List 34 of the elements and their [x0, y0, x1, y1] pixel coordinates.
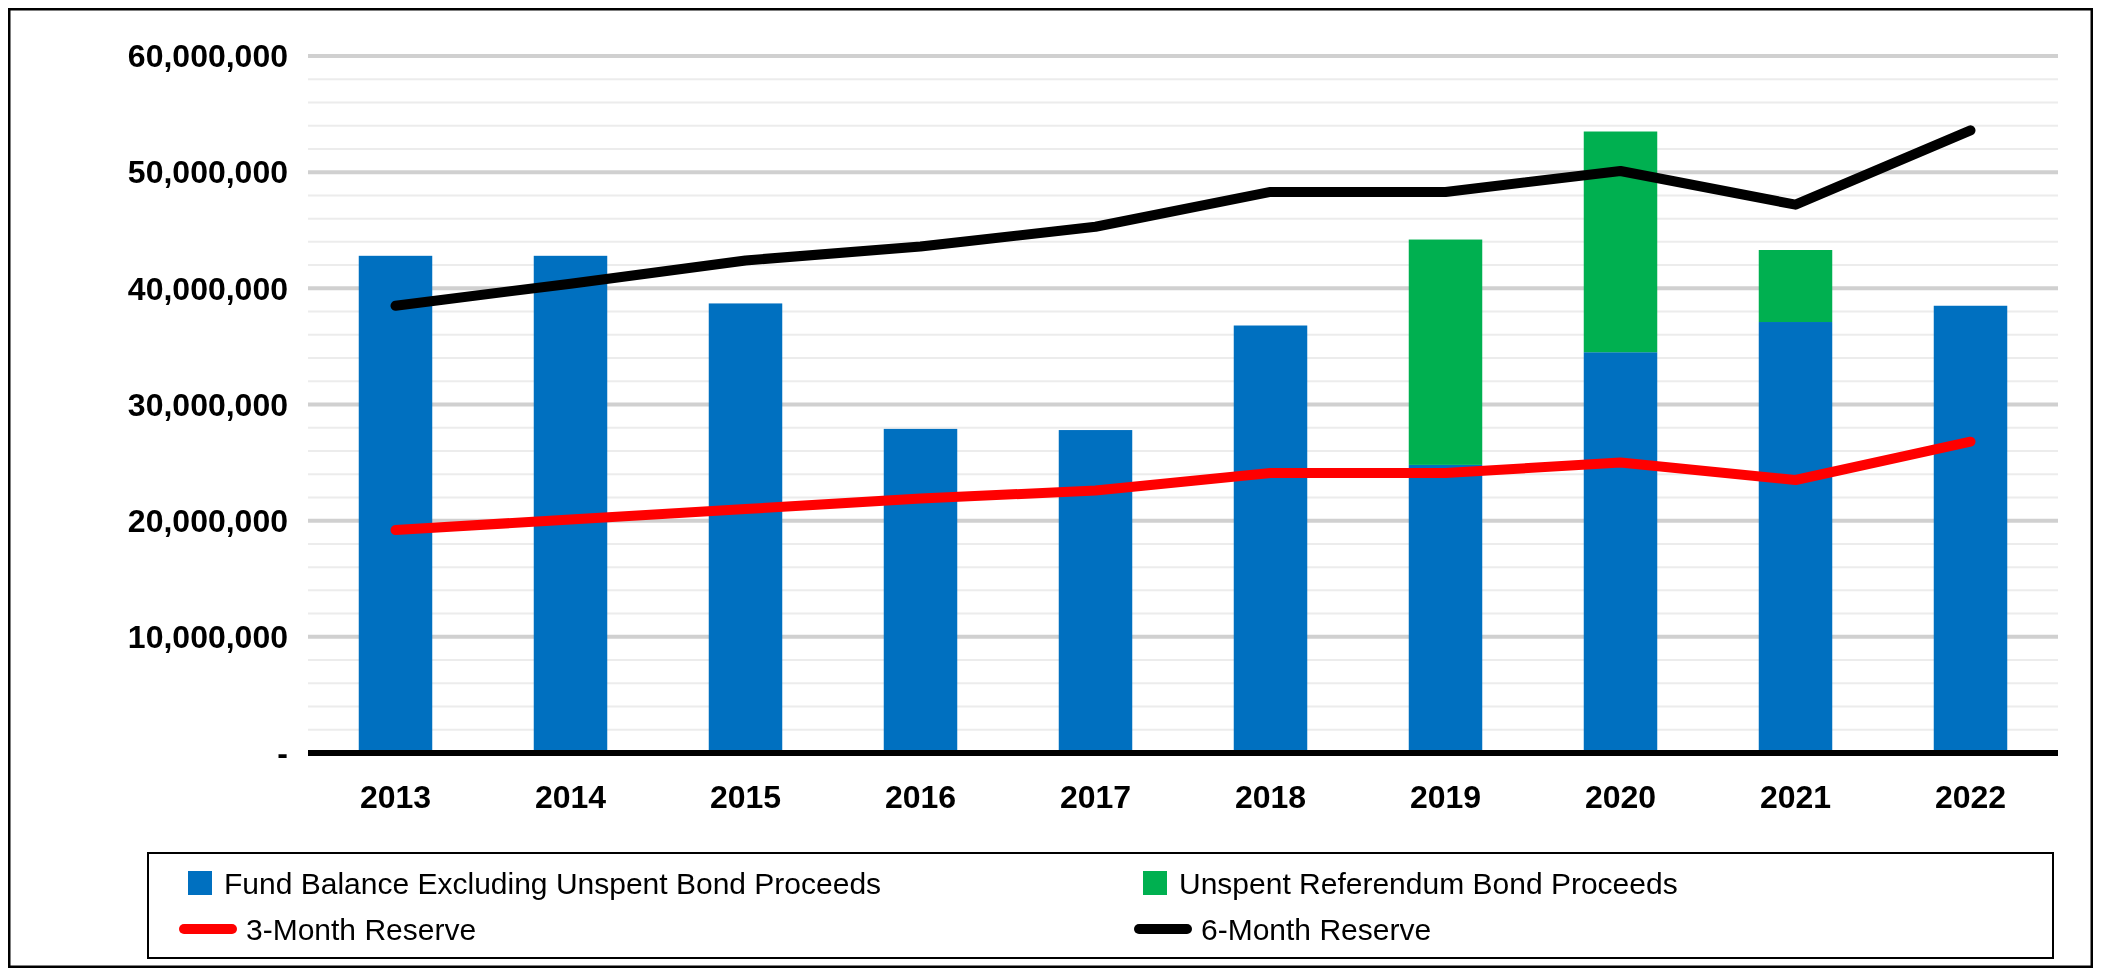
x-tick-label: 2019	[1409, 779, 1482, 815]
x-tick-label: 2013	[359, 779, 432, 815]
bar	[1583, 131, 1658, 353]
x-tick-label: 2022	[1934, 779, 2007, 815]
bar	[708, 303, 783, 753]
y-tick-label: 30,000,000	[127, 386, 288, 423]
x-tick-label: 2018	[1234, 779, 1307, 815]
legend-label: Unspent Referendum Bond Proceeds	[1179, 866, 1678, 900]
bar	[1233, 325, 1308, 753]
y-tick-label: 20,000,000	[127, 502, 288, 539]
y-tick-label: 40,000,000	[127, 270, 288, 307]
bar	[1758, 250, 1833, 323]
legend-label: 3-Month Reserve	[246, 912, 477, 946]
x-tick-label: 2017	[1059, 779, 1132, 815]
y-tick-label: -	[277, 735, 288, 772]
y-tick-label: 50,000,000	[127, 154, 288, 191]
bar	[1758, 322, 1833, 753]
bar	[1408, 464, 1483, 753]
x-tick-label: 2014	[534, 779, 607, 815]
x-tick-label: 2015	[709, 779, 782, 815]
x-tick-label: 2020	[1584, 779, 1657, 815]
legend-label: 6-Month Reserve	[1201, 912, 1432, 946]
legend-label: Fund Balance Excluding Unspent Bond Proceeds	[224, 866, 882, 900]
bar	[883, 428, 958, 753]
bar	[1058, 430, 1133, 753]
bar	[1583, 352, 1658, 753]
y-tick-label: 10,000,000	[127, 619, 288, 656]
bar	[533, 255, 608, 753]
bar	[358, 255, 433, 753]
y-tick-label: 60,000,000	[127, 38, 288, 75]
x-tick-label: 2021	[1759, 779, 1832, 815]
bar	[1933, 305, 2008, 753]
x-tick-label: 2016	[884, 779, 957, 815]
bar	[1408, 239, 1483, 465]
